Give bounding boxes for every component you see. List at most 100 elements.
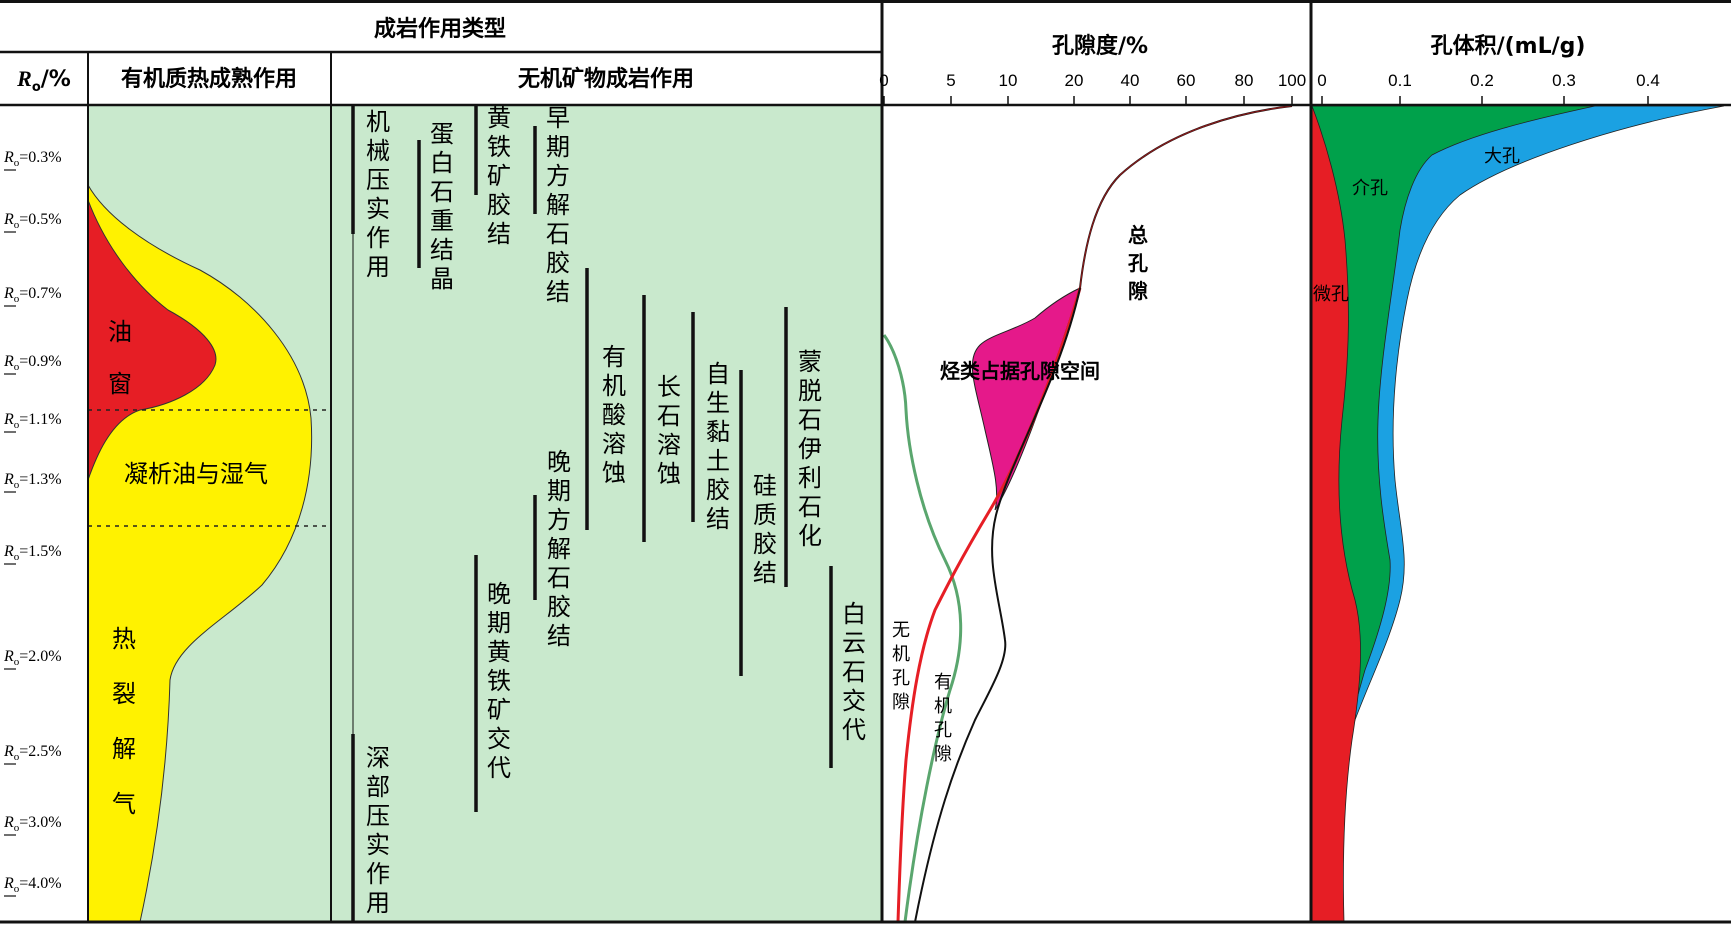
- process-label-char: 晶: [430, 265, 454, 293]
- ro-axis: Ro=0.3% Ro=0.5% Ro=0.7% Ro=0.9% Ro=1.1% Ro=1.…: [3, 149, 62, 897]
- diagenesis-type-header: 成岩作用类型: [374, 17, 506, 42]
- pore-volume-header: 孔体积/(mL/g): [1431, 34, 1586, 59]
- process-label-char: 蚀: [657, 460, 681, 488]
- process-label-char: 石: [657, 402, 681, 430]
- organic-pore-label-3: 孔: [934, 720, 952, 741]
- process-label-char: 机: [602, 372, 626, 400]
- process-label-char: 石: [546, 220, 570, 248]
- process-label-char: 结: [753, 559, 777, 587]
- process-label-char: 利: [798, 464, 822, 492]
- porosity-tick-label: 5: [946, 71, 955, 90]
- process-label-char: 机: [366, 108, 390, 136]
- ro-level-label: Ro=1.3%: [3, 471, 62, 491]
- process-label-char: 用: [366, 253, 390, 281]
- process-label-char: 压: [366, 166, 390, 194]
- organic-pore-label-4: 隙: [934, 744, 952, 765]
- process-label-char: 化: [798, 522, 822, 550]
- ro-level-label: Ro=1.5%: [3, 543, 62, 563]
- process-label-char: 早: [546, 104, 570, 132]
- process-label-char: 作: [366, 224, 390, 252]
- process-label-char: 深: [366, 744, 390, 772]
- condensate-label: 凝析油与湿气: [124, 460, 268, 488]
- process-label-char: 期: [546, 133, 570, 161]
- process-label-char: 石: [547, 564, 571, 592]
- total-pore-label-1: 总: [1128, 223, 1148, 247]
- process-label-char: 期: [547, 477, 571, 505]
- process-bars: [351, 106, 833, 922]
- process-label-char: 晚: [547, 448, 571, 476]
- process-label-char: 重: [430, 207, 454, 235]
- process-label-char: 交: [842, 687, 866, 715]
- ro-level-label: Ro=3.0%: [3, 814, 62, 834]
- micropore-label: 微孔: [1313, 284, 1349, 305]
- process-label-char: 云: [842, 629, 866, 657]
- process-label-char: 胶: [547, 593, 571, 621]
- process-label-char: 实: [366, 831, 390, 859]
- process-label-char: 蚀: [602, 459, 626, 487]
- process-label-char: 自: [706, 360, 730, 388]
- micropore-area: [1311, 105, 1361, 923]
- process-label-char: 代: [842, 716, 866, 744]
- total-pore-curve: [914, 105, 1293, 923]
- process-label-char: 作: [366, 860, 390, 888]
- cracking-gas-label-1: 热: [112, 625, 136, 653]
- pore-volume-tick-label: 0: [1317, 71, 1326, 90]
- process-label-char: 实: [366, 195, 390, 223]
- process-label-char: 结: [547, 622, 571, 650]
- process-label-char: 结: [487, 220, 511, 248]
- pore-volume-panel: [1311, 105, 1725, 923]
- process-label-char: 黄: [487, 104, 511, 132]
- cracking-gas-label-4: 气: [112, 790, 136, 818]
- process-label-char: 伊: [798, 435, 822, 463]
- process-label-char: 溶: [657, 431, 681, 459]
- process-label-char: 石: [430, 178, 454, 206]
- process-label-char: 黄: [487, 638, 511, 666]
- porosity-tick-label: 80: [1235, 71, 1254, 90]
- organic-pore-label-1: 有: [934, 672, 952, 693]
- process-label-char: 矿: [487, 696, 511, 724]
- inorganic-pore-label-4: 隙: [892, 692, 910, 713]
- process-label-char: 蛋: [430, 120, 454, 148]
- ro-level-label: Ro=0.7%: [3, 285, 62, 305]
- process-label-char: 脱: [798, 377, 822, 405]
- process-label-char: 长: [657, 373, 681, 401]
- cracking-gas-label-2: 裂: [112, 680, 136, 708]
- organic-pore-curve: [882, 334, 963, 923]
- inorganic-diagenesis-header: 无机矿物成岩作用: [518, 66, 694, 92]
- porosity-panel: [882, 105, 1293, 923]
- process-label-char: 代: [487, 754, 511, 782]
- inorganic-pore-label-2: 机: [892, 644, 910, 665]
- process-label-char: 溶: [602, 430, 626, 458]
- process-label-char: 胶: [706, 476, 730, 504]
- process-label-char: 石: [798, 406, 822, 434]
- mesopore-area: [1311, 105, 1596, 923]
- ro-level-label: Ro=4.0%: [3, 875, 62, 895]
- ro-level-label: Ro=2.0%: [3, 648, 62, 668]
- pore-volume-tick-label: 0.1: [1388, 71, 1412, 90]
- total-pore-red-overlay: [1079, 105, 1293, 289]
- pore-volume-tick-label: 0.3: [1552, 71, 1576, 90]
- process-label-char: 压: [366, 802, 390, 830]
- porosity-axis: 0 5 10 20 40 60 80 100: [879, 71, 1306, 105]
- process-label-char: 石: [842, 658, 866, 686]
- total-pore-label-2: 孔: [1128, 251, 1148, 275]
- process-label-char: 有: [602, 343, 626, 371]
- process-label-char: 期: [487, 609, 511, 637]
- process-label-char: 解: [547, 535, 571, 563]
- porosity-tick-label: 10: [999, 71, 1018, 90]
- hydrocarbon-space-area: [971, 287, 1081, 511]
- process-label-char: 铁: [487, 667, 511, 695]
- ro-level-label: Ro=1.1%: [3, 411, 62, 431]
- process-label-char: 生: [706, 389, 730, 417]
- macropore-label: 大孔: [1484, 146, 1520, 167]
- ro-level-label: Ro=2.5%: [3, 743, 62, 763]
- pore-volume-tick-label: 0.4: [1636, 71, 1660, 90]
- process-label-char: 结: [546, 278, 570, 306]
- process-label-char: 酸: [602, 401, 626, 429]
- process-label-char: 方: [546, 162, 570, 190]
- process-label-char: 胶: [546, 249, 570, 277]
- process-label-char: 结: [430, 236, 454, 264]
- organic-maturation-header: 有机质热成熟作用: [121, 66, 297, 92]
